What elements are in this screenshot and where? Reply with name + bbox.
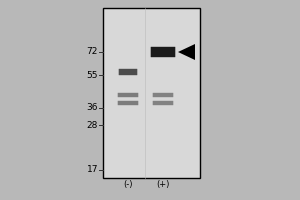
Text: 36: 36 <box>86 104 98 112</box>
Text: (-): (-) <box>123 181 133 190</box>
Text: (+): (+) <box>156 181 170 190</box>
Text: 55: 55 <box>86 71 98 79</box>
Text: 72: 72 <box>87 47 98 56</box>
Text: 2: 2 <box>160 9 166 19</box>
Text: 1: 1 <box>125 9 131 19</box>
Text: 17: 17 <box>86 166 98 174</box>
Text: 28: 28 <box>87 120 98 130</box>
